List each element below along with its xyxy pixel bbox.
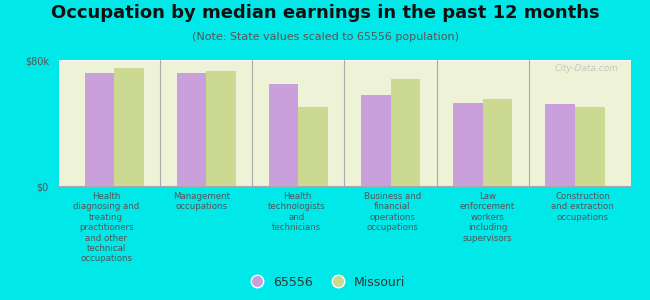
- Bar: [545, 104, 575, 186]
- Text: Health
diagnosing and
treating
practitioners
and other
technical
occupations: Health diagnosing and treating practitio…: [73, 192, 139, 263]
- Bar: [114, 68, 144, 186]
- Text: Health
technologists
and
technicians: Health technologists and technicians: [268, 192, 326, 232]
- Bar: [391, 79, 420, 186]
- Bar: [177, 73, 206, 186]
- Bar: [575, 107, 604, 186]
- Bar: [361, 95, 391, 186]
- Legend: 65556, Missouri: 65556, Missouri: [239, 271, 411, 294]
- Bar: [206, 71, 236, 186]
- Bar: [269, 84, 298, 186]
- Text: (Note: State values scaled to 65556 population): (Note: State values scaled to 65556 popu…: [192, 32, 458, 41]
- Text: Business and
financial
operations
occupations: Business and financial operations occupa…: [363, 192, 421, 232]
- Text: Occupation by median earnings in the past 12 months: Occupation by median earnings in the pas…: [51, 4, 599, 22]
- Bar: [453, 103, 483, 186]
- Bar: [483, 99, 512, 186]
- Text: Management
occupations: Management occupations: [173, 192, 230, 212]
- Bar: [298, 107, 328, 186]
- Text: City-Data.com: City-Data.com: [555, 64, 619, 73]
- Text: Construction
and extraction
occupations: Construction and extraction occupations: [551, 192, 614, 222]
- Bar: [84, 73, 114, 186]
- Text: Law
enforcement
workers
including
supervisors: Law enforcement workers including superv…: [460, 192, 515, 243]
